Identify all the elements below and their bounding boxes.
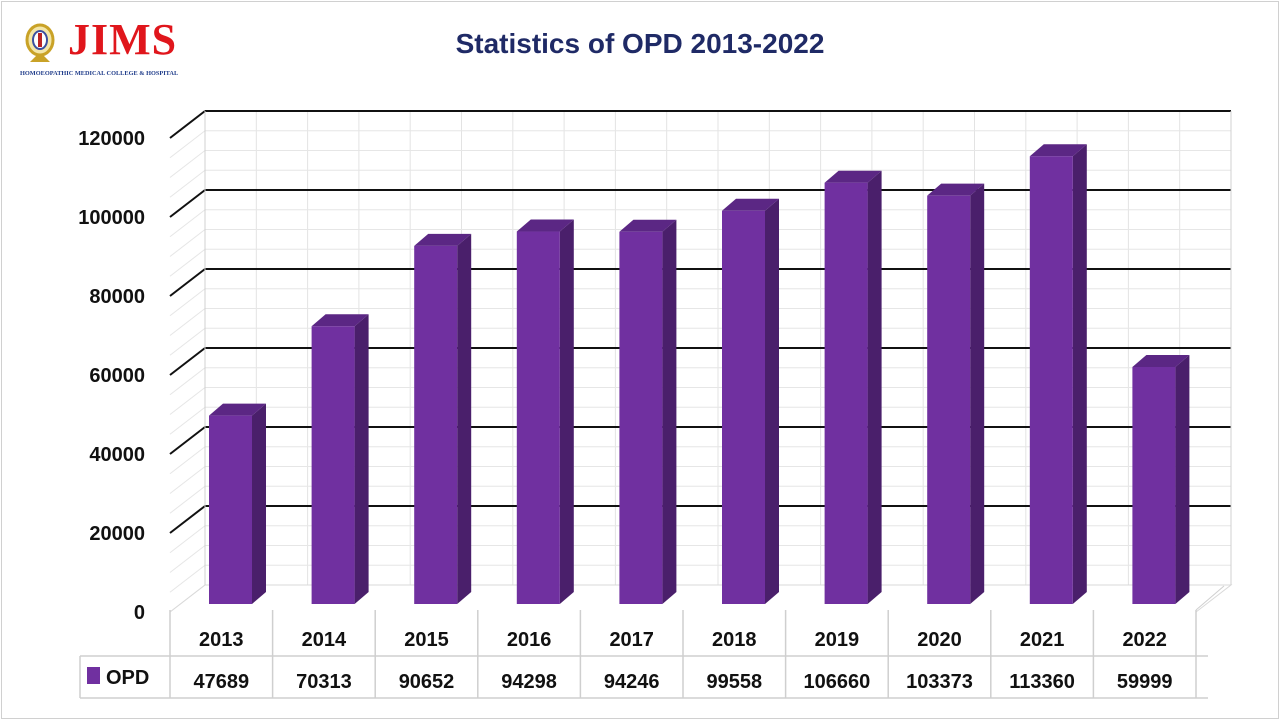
bar-side-2018 — [765, 198, 779, 604]
legend-key-opd — [87, 667, 100, 684]
floor — [169, 584, 1233, 613]
bar-2013 — [209, 415, 252, 604]
jims-logo: JIMS HOMOEOPATHIC MEDICAL COLLEGE & HOSP… — [18, 15, 203, 80]
bar-2014 — [311, 326, 355, 604]
bar-side-2020 — [970, 183, 985, 605]
side-minor-gridline — [169, 564, 206, 593]
bar-side-2016 — [559, 219, 574, 605]
bar-side-2015 — [457, 233, 472, 604]
side-major-gridline — [169, 110, 206, 139]
data-table-value: 103373 — [906, 671, 973, 693]
bar-2020 — [927, 195, 971, 605]
side-minor-gridline — [169, 367, 206, 396]
bar-top-2017 — [619, 219, 677, 232]
y-tick-label: 40000 — [89, 444, 145, 466]
data-table-value: 94298 — [501, 671, 557, 693]
bar-2019 — [824, 182, 868, 604]
category-label: 2014 — [302, 629, 347, 651]
bar-top-2020 — [927, 183, 985, 196]
category-label: 2016 — [507, 629, 552, 651]
bar-2015 — [414, 245, 458, 604]
bar-top-2016 — [516, 219, 574, 232]
side-minor-gridline — [169, 288, 206, 317]
side-minor-gridline — [169, 446, 206, 475]
bar-2021 — [1029, 156, 1073, 604]
side-major-gridline — [169, 268, 206, 297]
bar-side-2013 — [252, 403, 266, 604]
y-tick-label: 80000 — [89, 286, 145, 308]
data-table-value: 70313 — [296, 671, 352, 693]
side-minor-gridline — [169, 466, 206, 494]
category-label: 2020 — [917, 629, 962, 651]
bar-2017 — [619, 231, 663, 604]
side-minor-gridline — [169, 525, 206, 554]
bar-side-2021 — [1072, 144, 1087, 604]
bar-side-2017 — [662, 219, 677, 604]
bar-top-2019 — [824, 170, 882, 183]
logo-text: JIMS — [68, 15, 178, 64]
category-label: 2015 — [404, 629, 449, 651]
category-label: 2013 — [199, 629, 244, 651]
data-table-value: 90652 — [399, 671, 455, 693]
data-table-value: 59999 — [1117, 671, 1173, 693]
bar-2016 — [516, 231, 560, 605]
bar-2018 — [722, 210, 765, 604]
data-table-value: 106660 — [804, 671, 871, 693]
data-table-value: 47689 — [193, 671, 249, 693]
y-tick-label: 20000 — [89, 523, 145, 545]
bar-side-2019 — [867, 170, 882, 604]
category-label: 2017 — [609, 629, 654, 651]
bar-top-2015 — [414, 233, 472, 246]
category-label: 2022 — [1122, 629, 1167, 651]
side-major-gridline — [169, 505, 206, 534]
bar-top-2022 — [1132, 355, 1190, 368]
category-label: 2019 — [815, 629, 860, 651]
y-tick-label: 100000 — [78, 207, 145, 229]
y-tick-label: 0 — [134, 602, 145, 624]
side-minor-gridline — [169, 545, 206, 573]
side-minor-gridline — [169, 248, 206, 277]
side-major-gridline — [169, 426, 206, 455]
side-major-gridline — [169, 189, 206, 218]
bar-top-2014 — [311, 314, 369, 327]
chart-title: Statistics of OPD 2013-2022 — [455, 28, 825, 59]
emblem-icon — [25, 23, 55, 62]
side-minor-gridline — [169, 327, 206, 356]
bar-top-2013 — [209, 403, 266, 416]
side-minor-gridline — [169, 406, 206, 435]
y-tick-label: 120000 — [78, 128, 145, 150]
logo-subtitle: HOMOEOPATHIC MEDICAL COLLEGE & HOSPITAL — [20, 70, 179, 77]
side-major-gridline — [169, 347, 206, 376]
side-minor-gridline — [169, 485, 206, 514]
side-minor-gridline — [169, 169, 206, 198]
floor-edge — [1195, 585, 1225, 611]
bar-top-2021 — [1029, 144, 1087, 157]
data-table-value: 99558 — [706, 671, 762, 693]
side-minor-gridline — [169, 130, 206, 159]
legend-label-opd: OPD — [106, 667, 149, 689]
side-minor-gridline — [169, 308, 206, 336]
bar-2022 — [1132, 367, 1176, 604]
y-tick-label: 60000 — [89, 365, 145, 387]
bar-side-2014 — [354, 314, 369, 604]
side-minor-gridline — [169, 209, 206, 238]
data-table-value: 113360 — [1009, 671, 1075, 693]
category-label: 2018 — [712, 629, 757, 651]
side-minor-gridline — [169, 229, 206, 257]
bar-top-2018 — [722, 198, 779, 211]
bar-side-2022 — [1175, 355, 1190, 604]
side-minor-gridline — [169, 150, 206, 178]
side-minor-gridline — [169, 387, 206, 415]
category-label: 2021 — [1020, 629, 1065, 651]
data-table-value: 94246 — [604, 671, 660, 693]
